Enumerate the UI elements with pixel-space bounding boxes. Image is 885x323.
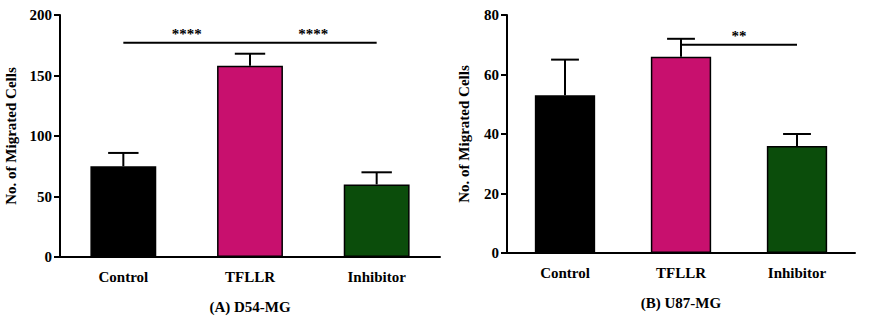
svg-text:TFLLR: TFLLR bbox=[656, 265, 706, 281]
svg-text:40: 40 bbox=[484, 126, 499, 142]
svg-text:No. of Migrated Cells: No. of Migrated Cells bbox=[456, 65, 472, 203]
svg-text:80: 80 bbox=[484, 7, 499, 23]
svg-text:Control: Control bbox=[540, 265, 590, 281]
svg-text:No. of Migrated Cells: No. of Migrated Cells bbox=[3, 67, 19, 205]
svg-text:150: 150 bbox=[30, 68, 53, 84]
svg-text:Control: Control bbox=[98, 269, 148, 285]
svg-text:50: 50 bbox=[37, 189, 52, 205]
svg-text:Inhibitor: Inhibitor bbox=[347, 269, 406, 285]
svg-text:Inhibitor: Inhibitor bbox=[768, 265, 827, 281]
svg-text:0: 0 bbox=[45, 249, 53, 265]
svg-text:60: 60 bbox=[484, 67, 499, 83]
svg-text:TFLLR: TFLLR bbox=[225, 269, 275, 285]
svg-text:**: ** bbox=[732, 28, 747, 44]
svg-text:20: 20 bbox=[484, 186, 499, 202]
svg-text:0: 0 bbox=[492, 245, 500, 261]
svg-text:(A) D54-MG: (A) D54-MG bbox=[209, 299, 291, 316]
svg-text:****: **** bbox=[298, 26, 328, 42]
svg-text:(B) U87-MG: (B) U87-MG bbox=[641, 295, 722, 312]
svg-text:****: **** bbox=[172, 26, 202, 42]
svg-text:100: 100 bbox=[30, 128, 53, 144]
svg-text:200: 200 bbox=[30, 7, 53, 23]
